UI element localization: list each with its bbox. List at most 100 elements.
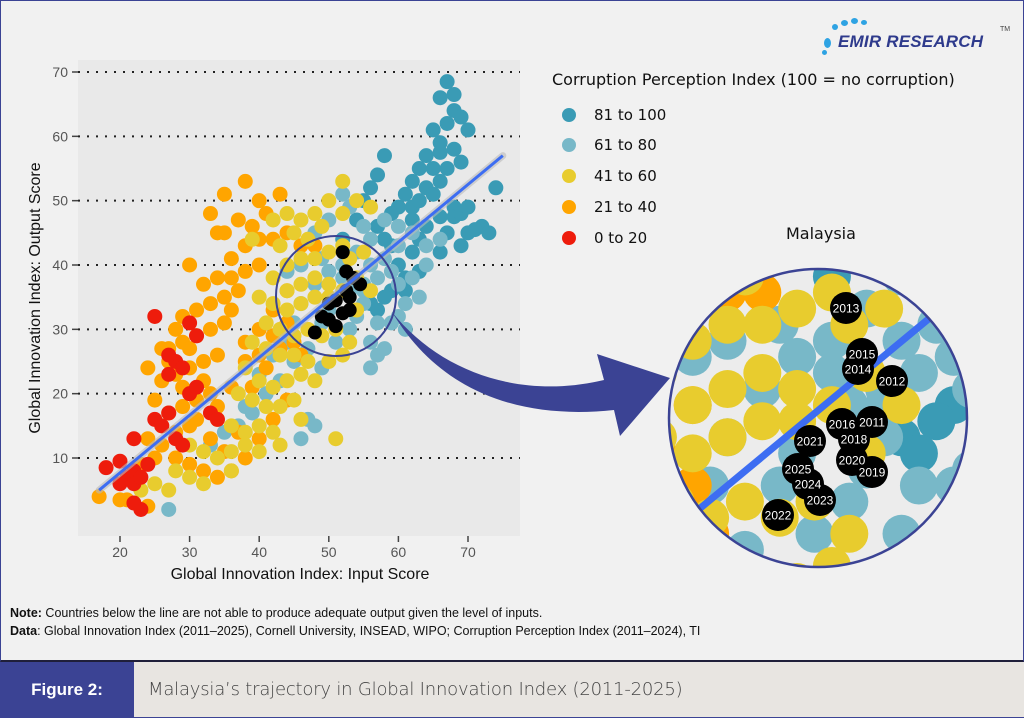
country-point <box>223 251 239 267</box>
malaysia-point <box>342 303 357 318</box>
inset-country-point <box>778 337 817 376</box>
legend-label: 21 to 40 <box>594 198 657 216</box>
country-point <box>370 347 386 363</box>
country-point <box>196 276 212 292</box>
country-point <box>230 212 246 228</box>
country-point <box>411 161 427 176</box>
country-point <box>168 450 184 466</box>
country-point <box>258 315 274 331</box>
country-point <box>432 90 448 106</box>
legend-swatch <box>562 231 576 245</box>
country-point <box>251 418 267 434</box>
country-point <box>147 308 163 324</box>
country-point <box>279 283 295 299</box>
country-point <box>439 74 455 90</box>
country-point <box>202 321 218 337</box>
country-point <box>175 360 191 376</box>
country-point <box>237 424 253 440</box>
country-point <box>237 173 253 189</box>
country-point <box>196 444 212 460</box>
country-point <box>216 289 232 305</box>
country-point <box>404 173 420 189</box>
inset-country-point <box>882 269 921 296</box>
y-tick-label: 70 <box>52 64 68 80</box>
x-tick-label: 60 <box>391 544 407 560</box>
country-point <box>265 411 281 427</box>
country-point <box>446 141 462 157</box>
y-axis-title: Global Innovation Index: Output Score <box>27 162 44 433</box>
country-point <box>307 418 323 434</box>
country-point <box>237 263 253 279</box>
legend-swatch <box>562 200 576 214</box>
logo-dot-icon <box>851 18 858 24</box>
country-point <box>460 122 476 138</box>
country-point <box>307 251 323 267</box>
inset-country-point <box>970 418 1008 456</box>
inset-country-point <box>743 402 782 441</box>
inset-country-point <box>708 418 747 457</box>
inset-country-point <box>743 305 782 344</box>
country-point <box>293 411 309 427</box>
logo-dot-icon <box>841 20 848 26</box>
country-point <box>404 244 420 260</box>
country-point <box>209 469 225 485</box>
country-point <box>223 418 239 434</box>
country-point <box>293 296 309 312</box>
inset-country-point <box>934 466 967 505</box>
note-label: Note: <box>10 606 42 620</box>
country-point <box>418 257 434 273</box>
legend-swatch <box>562 169 576 183</box>
logo-dot-icon <box>861 20 867 25</box>
country-point <box>321 354 337 369</box>
country-point <box>189 302 205 318</box>
country-point <box>321 263 337 279</box>
notes: Note: Countries below the line are not a… <box>10 604 700 640</box>
country-point <box>321 244 337 260</box>
country-point <box>349 193 365 209</box>
country-point <box>363 180 379 196</box>
country-point <box>251 444 267 460</box>
country-point <box>154 418 170 434</box>
country-point <box>370 315 386 331</box>
country-point <box>321 276 337 292</box>
malaysia-year-label: 2013 <box>833 302 860 316</box>
country-point <box>161 347 177 363</box>
country-point <box>286 225 302 241</box>
malaysia-year-point <box>804 484 836 516</box>
inset-country-point <box>795 514 834 553</box>
country-point <box>356 218 372 234</box>
country-point <box>196 354 212 369</box>
logo-trademark: TM <box>1000 26 1011 33</box>
country-point <box>244 334 260 350</box>
malaysia-point <box>342 290 357 305</box>
country-point <box>272 437 288 453</box>
country-point <box>202 431 218 447</box>
legend: Corruption Perception Index (100 = no co… <box>552 70 955 247</box>
note-line: Note: Countries below the line are not a… <box>10 604 700 622</box>
logo-dot-icon <box>832 24 838 30</box>
country-point <box>307 270 323 286</box>
legend-item-21-40: 21 to 40 <box>562 196 657 218</box>
country-point <box>272 399 288 415</box>
country-point <box>126 431 142 447</box>
country-point <box>335 206 351 222</box>
country-point <box>209 225 225 241</box>
country-point <box>202 206 218 222</box>
country-point <box>272 186 288 202</box>
inset-country-point <box>725 530 764 567</box>
legend-item-61-80: 61 to 80 <box>562 134 657 156</box>
country-point <box>307 289 323 305</box>
inset-country-point <box>708 546 747 567</box>
x-axis-title: Global Innovation Index: Input Score <box>171 566 430 583</box>
legend-item-81-100: 81 to 100 <box>562 104 666 126</box>
inset-trend-line <box>669 269 967 567</box>
country-point <box>140 360 156 376</box>
chart: 10 20 30 40 50 60 70 20 30 40 50 60 70 2013 20152014… <box>27 64 1008 583</box>
country-point <box>251 257 267 273</box>
country-point <box>411 193 427 209</box>
country-point <box>321 193 337 209</box>
country-point <box>370 270 386 286</box>
country-point <box>237 450 253 466</box>
inset-country-point <box>812 353 851 392</box>
country-point <box>307 206 323 222</box>
